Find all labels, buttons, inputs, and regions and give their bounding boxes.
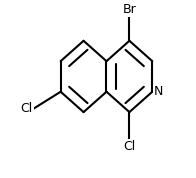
Text: Cl: Cl [123,140,135,153]
Text: Br: Br [122,3,136,16]
Text: N: N [154,85,163,98]
Text: Cl: Cl [20,102,33,115]
